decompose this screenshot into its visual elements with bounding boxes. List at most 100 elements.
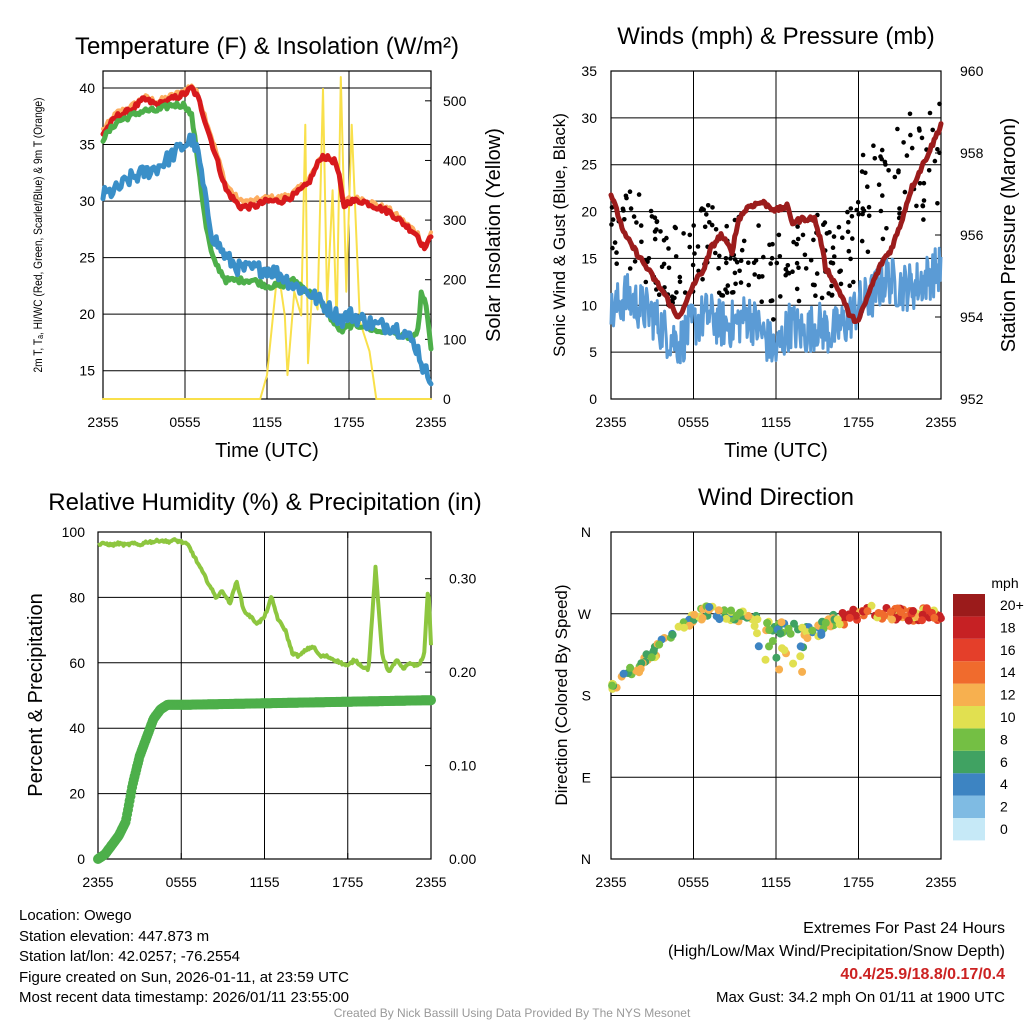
- direction-point: [784, 624, 793, 633]
- rh-x-tick-label: 0555: [166, 874, 197, 890]
- gust-point: [845, 209, 850, 215]
- wind-x-tick-label: 2355: [925, 414, 956, 430]
- gust-point: [909, 145, 915, 151]
- colorbar-label: 0: [1000, 821, 1008, 837]
- extremes-panel: Extremes For Past 24 Hours (High/Low/Max…: [668, 917, 1005, 1009]
- direction-point: [930, 613, 939, 622]
- dir-frame: [610, 531, 942, 860]
- direction-point: [851, 611, 860, 620]
- colorbar-label: 20+: [1000, 597, 1024, 613]
- gust-point: [717, 253, 722, 259]
- wind-y2-tick-label: 952: [960, 391, 984, 407]
- sonic-wind-line: [609, 246, 943, 365]
- dir-x-tick-label: 0555: [678, 874, 709, 890]
- direction-point: [886, 607, 895, 616]
- gust-point: [623, 193, 629, 199]
- gust-point: [901, 140, 906, 145]
- direction-point: [845, 613, 854, 622]
- direction-point: [655, 640, 664, 649]
- temp-y2-axis-label: Solar Insolation (Yellow): [483, 128, 505, 342]
- gust-point: [774, 260, 780, 266]
- gust-point: [795, 224, 800, 229]
- gust-point: [732, 270, 738, 276]
- gust-point: [795, 236, 801, 242]
- gust-point: [713, 250, 718, 256]
- gust-point: [634, 220, 639, 225]
- gust-point: [756, 274, 762, 280]
- direction-point: [909, 607, 917, 615]
- gust-point: [884, 226, 889, 231]
- direction-point: [761, 655, 770, 664]
- gust-point: [813, 293, 818, 299]
- gust-point: [677, 279, 683, 285]
- gust-point: [639, 239, 644, 245]
- gust-point: [776, 232, 782, 238]
- direction-point: [619, 669, 628, 678]
- direction-point: [808, 626, 817, 635]
- gust-point: [871, 143, 876, 148]
- gust-point: [829, 292, 835, 298]
- colorbar-label: 8: [1000, 731, 1008, 747]
- direction-point: [888, 615, 896, 624]
- gust-point: [810, 282, 816, 288]
- direction-point: [880, 611, 889, 620]
- gust-point: [859, 238, 865, 244]
- direction-point: [763, 619, 772, 627]
- gust-point: [701, 207, 706, 212]
- rh-y2-tick-label: 0.30: [449, 571, 476, 587]
- gust-point: [838, 281, 844, 287]
- gust-point: [673, 225, 678, 231]
- direction-point: [608, 681, 617, 690]
- temp-y2-tick-label: 500: [443, 93, 467, 109]
- wind-x-axis-label: Time (UTC): [724, 440, 828, 462]
- gust-point: [921, 180, 927, 186]
- gust-point: [636, 192, 642, 197]
- gust-point: [897, 211, 902, 216]
- gust-point: [866, 213, 872, 219]
- gust-point: [907, 111, 913, 117]
- gust-point: [738, 258, 744, 264]
- rh-y-tick-label: 80: [69, 589, 85, 605]
- gust-point: [687, 232, 693, 238]
- gust-point: [851, 279, 856, 285]
- gust-point: [609, 205, 615, 210]
- gust-point: [771, 317, 776, 322]
- gust-point: [734, 259, 740, 265]
- colorbar-label: 14: [1000, 664, 1016, 680]
- gust-point: [737, 268, 742, 274]
- gust-point: [654, 219, 660, 225]
- colorbar-label: 2: [1000, 799, 1008, 815]
- gust-point: [682, 290, 688, 295]
- gust-point: [785, 263, 791, 268]
- gust-point: [802, 252, 808, 258]
- colorbar-label: 10: [1000, 709, 1016, 725]
- gust-point: [674, 290, 679, 295]
- gust-point: [673, 254, 679, 259]
- gust-point: [768, 298, 774, 304]
- gust-point: [904, 153, 910, 158]
- colorbar-label: 16: [1000, 642, 1016, 658]
- wind-frame: [610, 70, 942, 400]
- direction-point: [647, 653, 656, 662]
- temp-y-tick-label: 15: [79, 363, 95, 379]
- colorbar-swatch: [953, 706, 985, 729]
- wind-x-tick-label: 2355: [595, 414, 626, 430]
- direction-point: [715, 615, 724, 624]
- gust-point: [865, 249, 871, 255]
- gust-point: [849, 214, 855, 219]
- rh-y2-tick-label: 0.20: [449, 664, 476, 680]
- temp-y-tick-label: 25: [79, 250, 95, 266]
- gust-point: [848, 256, 853, 262]
- gust-point: [702, 224, 708, 230]
- gust-point: [819, 295, 825, 301]
- colorbar-swatch: [953, 728, 985, 751]
- gust-point: [622, 217, 627, 222]
- direction-point: [904, 616, 913, 625]
- wind-y-tick-label: 25: [581, 157, 597, 173]
- wind-chart-title: Winds (mph) & Pressure (mb): [617, 23, 934, 50]
- direction-point: [775, 665, 784, 674]
- gust-point: [831, 234, 837, 239]
- colorbar-label: 12: [1000, 687, 1016, 703]
- temp-x-tick-label: 1755: [333, 414, 364, 430]
- wind-y2-tick-label: 956: [960, 227, 984, 243]
